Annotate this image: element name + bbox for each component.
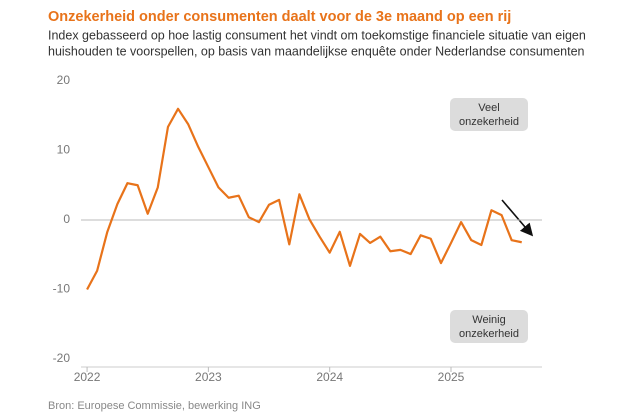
- subtitle-line: huishouden te voorspellen, op basis van …: [48, 44, 585, 58]
- source: Bron: Europese Commissie, bewerking ING: [48, 400, 261, 412]
- trend-arrow: [501, 199, 534, 237]
- annotation: Weinig: [472, 314, 505, 326]
- y-tick-label: -10: [53, 282, 71, 296]
- data-line: [86, 107, 522, 291]
- y-tick-label: -20: [53, 351, 71, 365]
- x-tick-label: 2025: [438, 370, 465, 384]
- annotation: Veel: [478, 102, 499, 114]
- x-tick-label: 2022: [74, 370, 101, 384]
- annotation-box: [450, 310, 528, 343]
- y-tick-label: 0: [63, 212, 70, 226]
- annotation: onzekerheid: [459, 328, 519, 340]
- y-tick-label: 10: [57, 143, 71, 157]
- x-tick-label: 2023: [195, 370, 222, 384]
- annotation: onzekerheid: [459, 116, 519, 128]
- y-tick-label: 20: [57, 73, 71, 87]
- x-tick-label: 2024: [316, 370, 343, 384]
- chart-title: Onzekerheid onder consumenten daalt voor…: [48, 9, 511, 25]
- annotation-box: [450, 98, 528, 131]
- subtitle-line: Index gebasseerd op hoe lastig consument…: [48, 28, 586, 42]
